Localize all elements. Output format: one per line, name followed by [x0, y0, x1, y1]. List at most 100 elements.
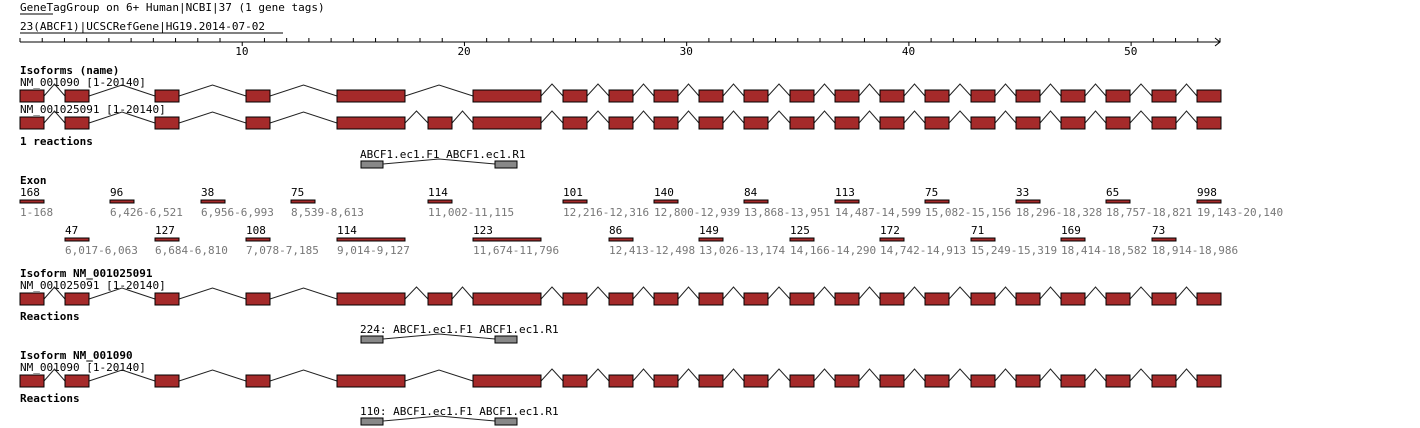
exon-bar[interactable]	[1105, 199, 1131, 204]
reverse-primer[interactable]	[494, 160, 518, 169]
exon-block[interactable]	[427, 116, 453, 130]
exon-block[interactable]	[1015, 374, 1041, 388]
exon-bar[interactable]	[653, 199, 679, 204]
exon-block[interactable]	[698, 116, 724, 130]
exon-block[interactable]	[245, 89, 271, 103]
exon-block[interactable]	[834, 292, 860, 306]
exon-bar[interactable]	[472, 237, 542, 242]
exon-block[interactable]	[789, 89, 815, 103]
exon-block[interactable]	[653, 292, 679, 306]
exon-block[interactable]	[1151, 116, 1177, 130]
exon-block[interactable]	[245, 116, 271, 130]
exon-block[interactable]	[1105, 89, 1131, 103]
exon-bar[interactable]	[336, 237, 406, 242]
exon-block[interactable]	[834, 89, 860, 103]
exon-bar[interactable]	[427, 199, 453, 204]
exon-block[interactable]	[653, 89, 679, 103]
exon-block[interactable]	[562, 116, 588, 130]
exon-block[interactable]	[743, 116, 769, 130]
exon-block[interactable]	[1151, 292, 1177, 306]
exon-bar[interactable]	[290, 199, 316, 204]
isoform-nm-001090-reaction-primer[interactable]	[360, 415, 518, 426]
exon-block[interactable]	[64, 292, 90, 306]
exon-block[interactable]	[562, 374, 588, 388]
exon-block[interactable]	[789, 116, 815, 130]
exon-block[interactable]	[924, 374, 950, 388]
exon-block[interactable]	[1196, 292, 1222, 306]
exon-block[interactable]	[789, 374, 815, 388]
exon-block[interactable]	[19, 116, 45, 130]
isoform-track-nm-001090-detail[interactable]	[19, 368, 1222, 388]
exon-bar[interactable]	[608, 237, 634, 242]
exon-bar[interactable]	[154, 237, 180, 242]
exon-block[interactable]	[1060, 116, 1086, 130]
exon-block[interactable]	[608, 116, 634, 130]
exon-block[interactable]	[427, 292, 453, 306]
exon-bar[interactable]	[1196, 199, 1222, 204]
forward-primer[interactable]	[360, 335, 384, 344]
exon-bar[interactable]	[879, 237, 905, 242]
exon-block[interactable]	[1060, 292, 1086, 306]
exon-block[interactable]	[743, 292, 769, 306]
exon-block[interactable]	[336, 292, 406, 306]
exon-block[interactable]	[1105, 292, 1131, 306]
exon-block[interactable]	[653, 374, 679, 388]
exon-block[interactable]	[64, 374, 90, 388]
exon-block[interactable]	[154, 116, 180, 130]
forward-primer[interactable]	[360, 160, 384, 169]
exon-block[interactable]	[1196, 116, 1222, 130]
reaction-primer-pair[interactable]	[360, 158, 518, 169]
exon-block[interactable]	[970, 374, 996, 388]
exon-bar[interactable]	[109, 199, 135, 204]
exon-block[interactable]	[245, 292, 271, 306]
exon-block[interactable]	[698, 374, 724, 388]
exon-block[interactable]	[970, 89, 996, 103]
exon-block[interactable]	[472, 292, 542, 306]
exon-block[interactable]	[562, 89, 588, 103]
exon-bar[interactable]	[924, 199, 950, 204]
exon-block[interactable]	[789, 292, 815, 306]
exon-block[interactable]	[1060, 374, 1086, 388]
exon-block[interactable]	[1105, 116, 1131, 130]
exon-block[interactable]	[970, 292, 996, 306]
exon-block[interactable]	[154, 292, 180, 306]
exon-block[interactable]	[698, 89, 724, 103]
reverse-primer[interactable]	[494, 417, 518, 426]
isoform-track-nm-001025091-detail[interactable]	[19, 286, 1222, 306]
exon-block[interactable]	[1196, 374, 1222, 388]
exon-bar[interactable]	[743, 199, 769, 204]
exon-block[interactable]	[336, 89, 406, 103]
exon-block[interactable]	[879, 116, 905, 130]
exon-block[interactable]	[64, 116, 90, 130]
exon-block[interactable]	[19, 374, 45, 388]
exon-bar[interactable]	[698, 237, 724, 242]
exon-block[interactable]	[608, 374, 634, 388]
exon-bar[interactable]	[1151, 237, 1177, 242]
exon-block[interactable]	[472, 89, 542, 103]
exon-block[interactable]	[64, 89, 90, 103]
exon-bar[interactable]	[19, 199, 45, 204]
exon-block[interactable]	[1060, 89, 1086, 103]
exon-bar[interactable]	[834, 199, 860, 204]
exon-bar[interactable]	[970, 237, 996, 242]
exon-block[interactable]	[1015, 116, 1041, 130]
exon-block[interactable]	[562, 292, 588, 306]
exon-block[interactable]	[924, 116, 950, 130]
exon-block[interactable]	[970, 116, 996, 130]
exon-block[interactable]	[608, 89, 634, 103]
exon-block[interactable]	[743, 374, 769, 388]
isoform-nm-001025091-reaction-primer[interactable]	[360, 333, 518, 344]
exon-block[interactable]	[19, 292, 45, 306]
exon-block[interactable]	[154, 374, 180, 388]
exon-block[interactable]	[698, 292, 724, 306]
exon-block[interactable]	[336, 374, 406, 388]
exon-block[interactable]	[879, 374, 905, 388]
exon-block[interactable]	[924, 292, 950, 306]
exon-block[interactable]	[834, 374, 860, 388]
exon-block[interactable]	[1151, 89, 1177, 103]
exon-block[interactable]	[472, 116, 542, 130]
exon-bar[interactable]	[789, 237, 815, 242]
exon-bar[interactable]	[562, 199, 588, 204]
isoform-track-nm-001025091[interactable]	[19, 110, 1222, 130]
isoform-track-nm-001090[interactable]	[19, 83, 1222, 103]
